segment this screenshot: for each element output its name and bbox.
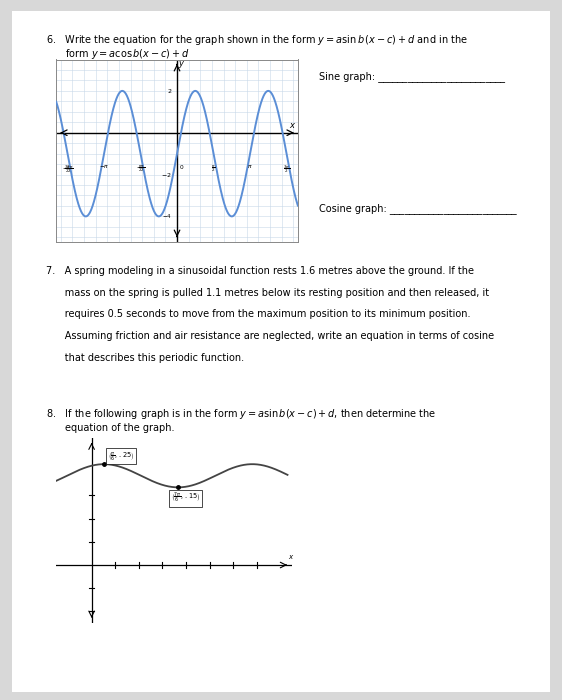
Text: that describes this periodic function.: that describes this periodic function. (46, 353, 244, 363)
Text: mass on the spring is pulled 1.1 metres below its resting position and then rele: mass on the spring is pulled 1.1 metres … (46, 288, 489, 298)
Text: Cosine graph: __________________________: Cosine graph: __________________________ (319, 203, 517, 214)
Text: equation of the graph.: equation of the graph. (65, 423, 174, 433)
Text: $\pi$: $\pi$ (247, 163, 253, 170)
Text: $-\frac{\pi}{2}$: $-\frac{\pi}{2}$ (136, 163, 145, 174)
Text: 8.   If the following graph is in the form $y = a\sin b(x - c) + d$, then determ: 8. If the following graph is in the form… (46, 407, 437, 421)
Text: 6.   Write the equation for the graph shown in the form $y = a\sin b\,(x - c) + : 6. Write the equation for the graph show… (46, 33, 468, 47)
Text: $x$: $x$ (289, 121, 296, 130)
Text: $2$: $2$ (166, 87, 172, 95)
Text: $\frac{\pi}{2}$: $\frac{\pi}{2}$ (138, 163, 143, 174)
Text: $-4$: $-4$ (162, 212, 172, 220)
Text: $y$: $y$ (178, 60, 185, 70)
Text: $-\pi$: $-\pi$ (99, 163, 109, 170)
Text: $\left(\frac{7\pi}{6},\,.15\right)$: $\left(\frac{7\pi}{6},\,.15\right)$ (171, 491, 201, 505)
Text: $\frac{\pi}{2}$: $\frac{\pi}{2}$ (211, 163, 216, 174)
Text: 7.   A spring modeling in a sinusoidal function rests 1.6 metres above the groun: 7. A spring modeling in a sinusoidal fun… (46, 266, 474, 276)
Text: $\frac{3\pi}{2}$: $\frac{3\pi}{2}$ (283, 163, 290, 175)
Text: form $y = a\cos b(x - c) + d$: form $y = a\cos b(x - c) + d$ (65, 47, 189, 61)
Text: $-\frac{3\pi}{2}$: $-\frac{3\pi}{2}$ (62, 163, 73, 175)
Text: $\left(\frac{\pi}{6},\,.25\right)$: $\left(\frac{\pi}{6},\,.25\right)$ (107, 450, 134, 463)
Text: Sine graph: __________________________: Sine graph: __________________________ (319, 71, 505, 83)
Text: $0$: $0$ (179, 163, 184, 171)
Text: $x$: $x$ (288, 553, 294, 561)
Text: requires 0.5 seconds to move from the maximum position to its minimum position.: requires 0.5 seconds to move from the ma… (46, 309, 470, 319)
Text: $-2$: $-2$ (161, 171, 172, 178)
Text: $\frac{3\pi}{2}$: $\frac{3\pi}{2}$ (64, 163, 71, 175)
Text: Assuming friction and air resistance are neglected, write an equation in terms o: Assuming friction and air resistance are… (46, 331, 494, 341)
